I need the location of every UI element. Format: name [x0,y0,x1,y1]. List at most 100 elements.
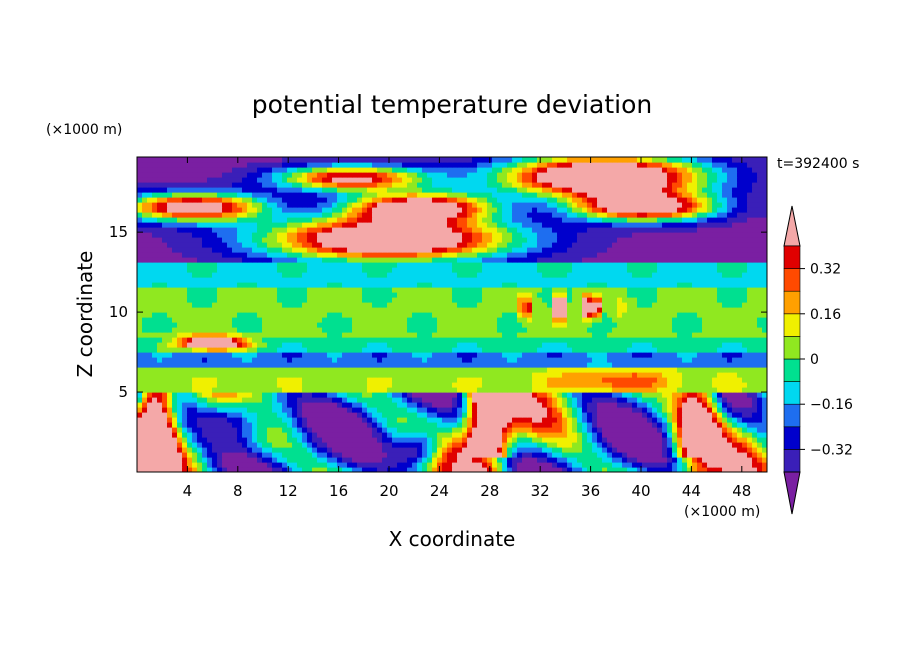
contour-cell [247,457,253,463]
contour-cell [237,282,243,288]
contour-cell [287,272,293,278]
contour-cell [497,397,503,403]
contour-cell [567,452,573,458]
contour-cell [707,377,713,383]
contour-cell [442,367,448,373]
contour-cell [672,447,678,453]
contour-cell [367,367,373,373]
contour-cell [222,297,228,303]
contour-cell [522,367,528,373]
contour-cell [702,352,708,358]
contour-cell [217,417,223,423]
contour-cell [557,277,563,283]
contour-cell [267,377,273,383]
contour-cell [272,317,278,323]
contour-cell [567,277,573,283]
contour-cell [407,342,413,348]
contour-cell [202,422,208,428]
contour-cell [677,402,683,408]
contour-cell [532,467,538,472]
contour-cell [392,357,398,363]
contour-cell [162,302,168,308]
contour-cell [637,392,643,398]
contour-cell [287,467,293,472]
contour-cell [227,367,233,373]
contour-cell [177,302,183,308]
contour-cell [612,317,618,323]
contour-cell [397,312,403,318]
contour-cell [137,342,143,348]
contour-cell [732,307,738,313]
contour-cell [597,382,603,388]
contour-cell [302,297,308,303]
contour-cell [357,357,363,363]
contour-cell [642,317,648,323]
contour-cell [642,382,648,388]
contour-cell [307,382,313,388]
contour-cell [592,307,598,313]
contour-cell [167,377,173,383]
contour-cell [242,317,248,323]
contour-cell [712,387,718,393]
contour-cell [677,437,683,443]
contour-cell [707,402,713,408]
contour-cell [507,407,513,413]
contour-cell [197,312,203,318]
contour-cell [222,382,228,388]
contour-cell [652,357,658,363]
contour-cell [402,362,408,368]
contour-cell [137,442,143,448]
contour-cell [432,357,438,363]
contour-cell [247,372,253,378]
contour-cell [667,377,673,383]
contour-cell [492,357,498,363]
contour-cell [242,387,248,393]
contour-cell [282,412,288,418]
contour-cell [612,412,618,418]
contour-cell [162,382,168,388]
contour-cell [152,332,158,338]
contour-cell [347,447,353,453]
contour-cell [762,387,767,393]
contour-cell [482,277,488,283]
contour-cell [157,427,163,433]
contour-cell [182,447,188,453]
contour-cell [632,457,638,463]
contour-cell [537,437,543,443]
contour-cell [177,442,183,448]
contour-cell [582,342,588,348]
contour-cell [482,327,488,333]
contour-cell [527,362,533,368]
contour-cell [417,277,423,283]
contour-cell [737,462,743,468]
contour-cell [732,447,738,453]
contour-cell [617,457,623,463]
contour-cell [417,312,423,318]
contour-cell [557,332,563,338]
contour-cell [277,382,283,388]
contour-cell [172,407,178,413]
contour-cell [582,432,588,438]
contour-cell [342,322,348,328]
contour-cell [637,442,643,448]
contour-cell [442,372,448,378]
contour-cell [312,467,318,472]
contour-cell [327,397,333,403]
contour-cell [157,292,163,298]
contour-cell [502,387,508,393]
contour-cell [347,312,353,318]
contour-cell [737,387,743,393]
contour-cell [367,467,373,472]
contour-cell [522,347,528,353]
contour-cell [457,337,463,343]
contour-cell [732,442,738,448]
contour-cell [502,367,508,373]
contour-cell [457,307,463,313]
contour-cell [657,392,663,398]
contour-cell [292,397,298,403]
contour-cell [357,342,363,348]
contour-cell [612,367,618,373]
contour-cell [352,342,358,348]
contour-cell [372,467,378,472]
contour-cell [677,362,683,368]
